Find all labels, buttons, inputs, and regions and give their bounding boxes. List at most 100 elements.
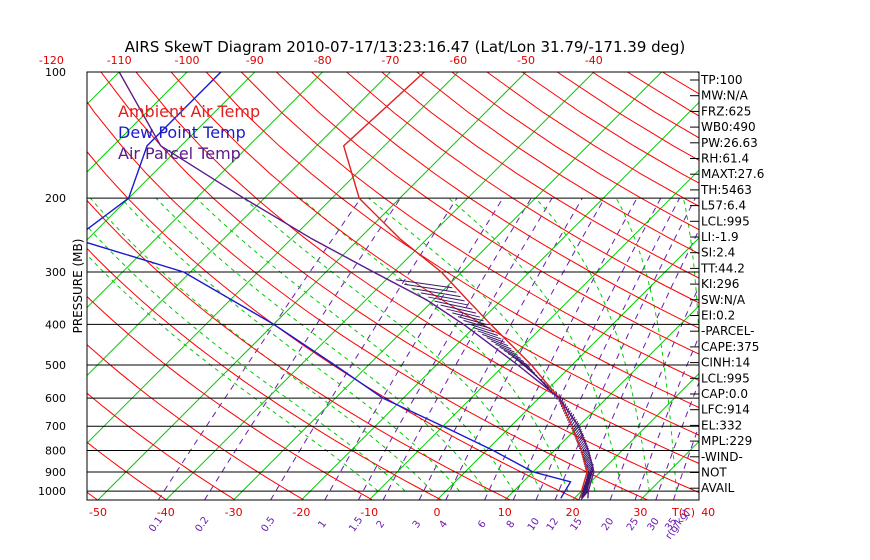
pressure-axis-title: PRESSURE (MB) [71,239,85,334]
isotherm-line [87,72,459,444]
dry-adiabat-line [768,72,870,500]
dry-adiabat-line [87,441,167,500]
moist-adiabat-line [87,225,406,492]
cape-hatch-stroke [519,361,533,371]
isotherm-line [776,72,870,500]
mixing-ratio-tick-label: 2 [375,519,388,531]
stat-label: EI:0.2 [701,309,735,323]
cape-hatch-stroke [585,471,594,481]
mixing-ratio-line [554,197,696,500]
mixing-ratio-line [578,228,699,500]
dry-adiabat-line [87,344,305,500]
cape-hatch-stroke [463,319,491,329]
isotherm-line [844,72,870,500]
cape-hatch-stroke [584,474,593,484]
legend-entry: Ambient Air Temp [118,102,260,121]
mixing-ratio-line [357,197,532,500]
cape-hatch-stroke [562,403,567,412]
stat-label: RH:61.4 [701,152,749,166]
cape-hatch-stroke [457,316,488,326]
stat-label: TH:5463 [700,183,752,197]
top-temp-tick-label: -90 [246,54,264,67]
top-temp-tick-label: -100 [175,54,200,67]
stat-label: L57:6.4 [701,199,746,213]
cape-hatch-stroke [584,476,592,485]
mixing-ratio-line [157,197,362,500]
cape-hatch-stroke [581,483,590,493]
isotherm-line [436,237,699,500]
cape-hatch-stroke [580,489,589,499]
cape-hatch-stroke [490,340,512,350]
dry-adiabat-line [276,72,699,355]
cape-hatch-stroke [503,350,522,359]
dry-adiabat-line [381,72,699,279]
bottom-temperature-axis: -50 -40 -30 -20 -10 0 10 20 30 40 T(C) [89,506,715,519]
stat-label: MPL:229 [701,434,752,448]
series-line [118,72,595,499]
stat-label: CAP:0.0 [701,387,748,401]
dry-adiabat-line [240,72,699,382]
stat-label: PW:26.63 [701,136,758,150]
dry-adiabat-line [87,392,236,500]
isotherm-line [0,72,51,500]
stat-label: FRZ:625 [701,104,751,118]
stat-label: SI:2.4 [701,246,735,260]
dry-adiabat-line [416,72,699,255]
dry-adiabat-line [0,72,29,500]
stat-label: LCL:995 [701,371,750,385]
mixing-ratio-line [673,424,699,500]
moist-adiabat-line [682,198,699,350]
dry-adiabat-line [838,72,870,500]
cape-hatch-stroke [428,296,469,306]
cape-hatch-stroke [477,330,502,340]
dry-adiabat-line [346,72,699,304]
mixing-ratio-line [418,197,583,500]
moist-adiabat-line [87,254,379,492]
pressure-tick-label: 400 [45,318,66,331]
cape-hatch-stroke [452,312,484,322]
moist-adiabat-line [196,197,515,492]
bottom-temp-tick-label: 30 [633,506,647,519]
stat-label: LFC:914 [701,403,750,417]
dry-adiabat-line [135,72,699,465]
moist-adiabat-line [615,197,677,492]
cape-hatch-stroke [472,326,498,336]
chart-title: AIRS SkewT Diagram 2010-07-17/13:23:16.4… [125,38,686,56]
plot-border [86,71,700,501]
bottom-temp-tick-label: -30 [225,506,243,519]
pressure-tick-label: 1000 [38,485,66,498]
pressure-tick-label: 600 [45,392,66,405]
cape-hatch-stroke [499,346,518,356]
pressure-axis: 100 200 300 400 500 600 700 800 900 1000 PRESSURE … [38,66,85,498]
mixing-ratio-line [634,335,699,500]
stat-label: WB0:490 [701,120,756,134]
stat-label: EL:332 [701,418,742,432]
stat-label: AVAIL [701,481,735,495]
mixing-ratio-tick-label: 0.5 [259,515,277,534]
isotherm-line [368,169,699,500]
dry-adiabat-line [205,72,699,409]
isotherm-line [97,72,527,500]
cape-hatch-stroke [581,488,589,497]
cape-hatch-stroke [581,486,589,496]
mixing-ratio-line [382,197,553,500]
top-temperature-axis: -120 -110 -100 -90 -80 -70 -60 -50 -40 [39,54,603,67]
moist-adiabat-line [300,197,569,492]
mixing-ratio-line [512,197,662,500]
mixing-ratio-tick-label: 12 [545,516,561,533]
dry-adiabat-line [803,72,870,500]
cape-hatch-stroke [582,480,591,490]
top-temp-tick-label: -50 [517,54,535,67]
isotherm-line [87,72,188,173]
cape-hatch-stroke [395,279,453,289]
stat-label: -PARCEL- [701,324,755,338]
cape-hatch-stroke [583,479,591,489]
dry-adiabat-line [87,100,648,500]
pressure-tick-label: 700 [45,420,66,433]
pressure-tick-label: 500 [45,359,66,372]
mixing-ratio-line [484,197,638,500]
stat-label: -WIND- [701,450,743,464]
stat-label: NOT [701,466,727,480]
mixing-ratio-line [204,197,401,500]
